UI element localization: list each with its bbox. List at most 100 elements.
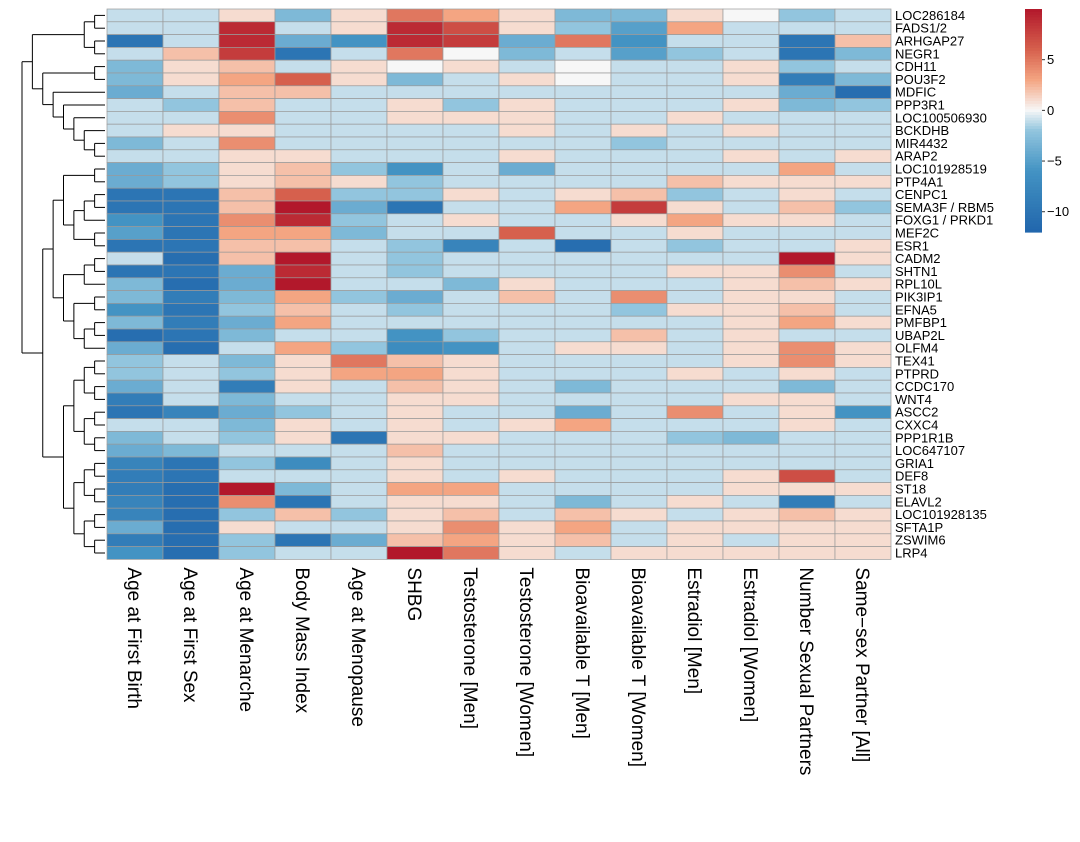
heatmap-cell <box>498 175 556 189</box>
heatmap-cell <box>386 175 444 189</box>
heatmap-cell <box>330 456 388 471</box>
heatmap-cell <box>666 59 724 74</box>
heatmap-cell <box>162 290 220 304</box>
heatmap-cell <box>442 175 500 189</box>
row-label: ASCC2 <box>895 405 938 420</box>
legend-gradient-segment <box>1025 103 1042 108</box>
heatmap-cell <box>442 482 500 496</box>
row-label: ARAP2 <box>895 149 938 164</box>
heatmap-cell <box>330 200 388 215</box>
heatmap-cell <box>330 495 388 509</box>
heatmap-cell <box>442 405 500 419</box>
heatmap-cell <box>722 443 780 458</box>
heatmap-cell <box>162 111 220 125</box>
row-label: PIK3IP1 <box>895 290 943 305</box>
heatmap-cell <box>442 8 500 23</box>
heatmap-cell <box>722 59 780 74</box>
heatmap-cell <box>554 341 612 355</box>
heatmap-cell <box>834 85 892 99</box>
heatmap-cell <box>330 431 388 445</box>
legend-gradient-segment <box>1025 170 1042 175</box>
legend-gradient-segment <box>1025 167 1042 172</box>
heatmap-cell <box>666 111 724 125</box>
heatmap-cell <box>386 59 444 74</box>
heatmap-cell <box>162 85 220 99</box>
heatmap-cell <box>778 136 836 151</box>
heatmap-cell <box>442 251 500 266</box>
heatmap-cell <box>274 328 332 343</box>
heatmap-cell <box>834 21 892 35</box>
heatmap-cell <box>778 34 836 48</box>
heatmap-cell <box>554 21 612 35</box>
heatmap-cell <box>554 290 612 304</box>
heatmap-cell <box>610 533 668 547</box>
heatmap-cell <box>106 495 164 509</box>
heatmap-cell <box>722 456 780 471</box>
heatmap-cell <box>218 392 276 407</box>
heatmap-cell <box>442 290 500 304</box>
heatmap-cell <box>386 264 444 279</box>
heatmap-cell <box>778 59 836 74</box>
heatmap-cell <box>274 277 332 291</box>
heatmap-cell <box>610 72 668 87</box>
legend-gradient-segment <box>1025 162 1042 166</box>
row-dendrogram <box>21 14 105 554</box>
row-label: SFTA1P <box>895 520 943 535</box>
heatmap-cell <box>554 162 612 176</box>
heatmap-cell <box>610 354 668 368</box>
heatmap-cell <box>386 379 444 394</box>
heatmap-cell <box>218 277 276 291</box>
heatmap-cell <box>610 59 668 74</box>
heatmap-cell <box>778 290 836 304</box>
heatmap-cell <box>778 367 836 381</box>
heatmap-cell <box>274 431 332 445</box>
heatmap-cell <box>106 328 164 343</box>
heatmap-cell <box>330 239 388 253</box>
heatmap-cell <box>386 546 444 560</box>
heatmap-cell <box>274 495 332 509</box>
heatmap-cell <box>778 303 836 317</box>
heatmap-cell <box>330 443 388 458</box>
heatmap-cell <box>274 507 332 522</box>
row-label: CADM2 <box>895 251 941 266</box>
heatmap-cell <box>610 123 668 138</box>
heatmap-cell <box>722 431 780 445</box>
heatmap-cell <box>722 21 780 35</box>
heatmap-cell <box>666 443 724 458</box>
heatmap-cell <box>554 111 612 125</box>
heatmap-cell <box>834 290 892 304</box>
heatmap-cell <box>498 136 556 151</box>
heatmap-cell <box>554 392 612 407</box>
heatmap-cell <box>330 367 388 381</box>
heatmap-cell <box>162 72 220 87</box>
heatmap-cell <box>834 367 892 381</box>
heatmap-cell <box>106 520 164 535</box>
legend-gradient-segment <box>1025 190 1042 194</box>
heatmap-cell <box>162 443 220 458</box>
heatmap-cell <box>106 162 164 176</box>
heatmap-cell <box>610 341 668 355</box>
heatmap-cell <box>666 213 724 227</box>
heatmap-cell <box>218 34 276 48</box>
heatmap-cell <box>498 379 556 394</box>
heatmap-cell <box>666 546 724 560</box>
legend-gradient-segment <box>1025 98 1042 102</box>
heatmap-cell <box>386 47 444 61</box>
heatmap-cell <box>162 187 220 202</box>
heatmap-cell <box>106 277 164 291</box>
legend-gradient-segment <box>1025 84 1042 88</box>
heatmap-cell <box>834 149 892 163</box>
heatmap-cell <box>498 264 556 279</box>
heatmap-cell <box>554 34 612 48</box>
legend-gradient-segment <box>1025 206 1042 211</box>
heatmap-cell <box>386 123 444 138</box>
heatmap-cell <box>442 431 500 445</box>
heatmap-cell <box>162 239 220 253</box>
legend-tick-label: −10 <box>1047 204 1069 219</box>
heatmap-cell <box>554 367 612 381</box>
heatmap-cell <box>162 162 220 176</box>
heatmap-cell <box>218 443 276 458</box>
heatmap-cell <box>274 303 332 317</box>
heatmap-cell <box>834 47 892 61</box>
